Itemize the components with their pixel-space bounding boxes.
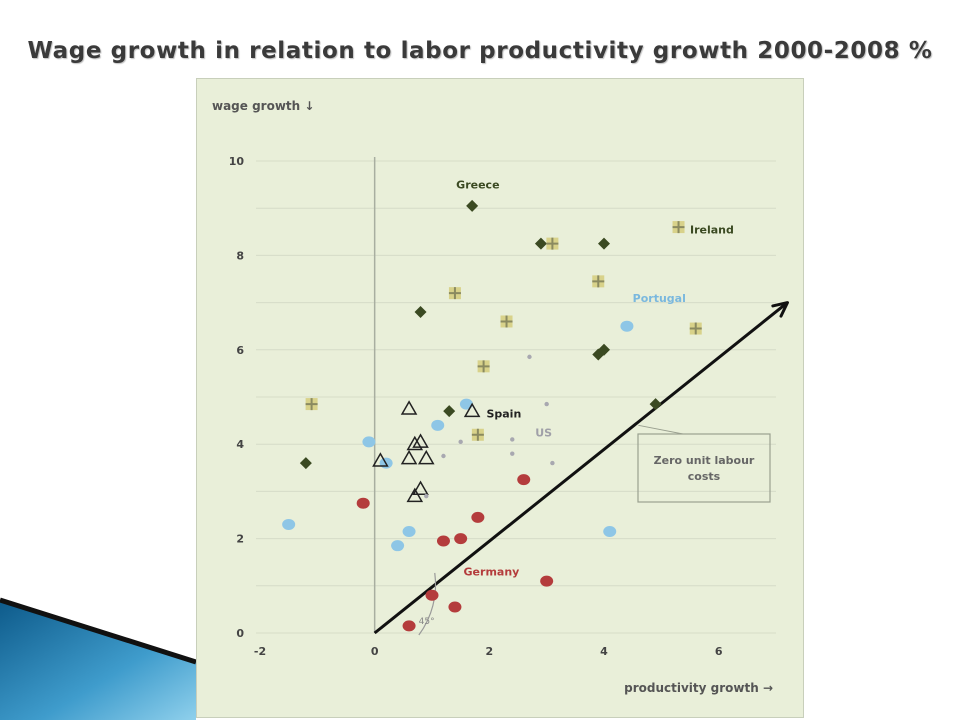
tick-labels: 0 2 4 6 8 10 -2 0 2 4 6 [229, 155, 723, 658]
reference-arrow-head [771, 301, 789, 318]
annotation-box [637, 433, 771, 503]
data-point-circle [517, 474, 531, 486]
y-tick-label: 8 [236, 249, 244, 262]
data-point-dot [527, 354, 532, 360]
data-point-diamond [299, 457, 312, 470]
data-point-plus [471, 428, 484, 441]
y-tick-label: 2 [236, 533, 244, 546]
y-tick-label: 6 [236, 344, 244, 357]
y-tick-label: 4 [236, 438, 244, 451]
series-label-germany: Germany [464, 566, 520, 579]
annotation-text: costs [688, 470, 721, 483]
data-point-circle [540, 575, 554, 587]
x-tick-label: -2 [254, 645, 266, 658]
data-point-circle [402, 526, 416, 538]
slide-title: Wage growth in relation to labor product… [27, 38, 933, 64]
annotation-group: Zero unit labour costs [637, 424, 771, 503]
chart-panel: 0 2 4 6 8 10 -2 0 2 4 6 45° Greece Ireland Portugal S… [195, 77, 805, 719]
data-point-diamond [534, 237, 547, 250]
decorative-blue-wedge [0, 597, 197, 720]
series-greece [299, 199, 662, 470]
data-point-triangle [412, 433, 429, 448]
data-point-triangle [406, 487, 424, 503]
x-tick-label: 0 [371, 645, 379, 658]
data-point-dot [458, 439, 463, 445]
data-point-circle [448, 601, 462, 613]
series-label-portugal: Portugal [633, 292, 686, 305]
data-point-plus [477, 360, 490, 373]
data-point-dot [424, 493, 429, 499]
series-label-greece: Greece [456, 179, 499, 192]
data-point-dot [510, 437, 515, 442]
data-point-circle [454, 533, 468, 545]
chart-background [195, 77, 805, 719]
x-axis-label: productivity growth → [624, 681, 773, 695]
data-point-plus [546, 237, 559, 250]
data-point-diamond [649, 398, 662, 411]
data-point-triangle [400, 400, 418, 415]
data-point-diamond [466, 199, 479, 212]
data-point-circle [620, 320, 634, 332]
series-portugal [282, 320, 634, 552]
data-point-diamond [598, 237, 610, 250]
data-point-circle [459, 398, 473, 410]
series-us [424, 354, 555, 499]
data-point-triangle [463, 402, 481, 418]
angle-label: 45° [419, 617, 435, 627]
data-point-circle [282, 518, 296, 530]
series-label-ireland: Ireland [690, 223, 734, 236]
data-point-triangle [400, 449, 418, 465]
data-points [282, 199, 702, 632]
data-point-circle [425, 589, 439, 601]
series-label-us: US [535, 426, 552, 439]
x-tick-label: 2 [486, 645, 494, 658]
data-point-circle [603, 526, 617, 538]
reference-arrow-line [373, 301, 789, 635]
data-point-diamond [414, 306, 427, 319]
data-point-diamond [443, 405, 456, 418]
data-point-circle [436, 535, 450, 547]
y-tick-label: 10 [229, 155, 245, 168]
data-point-circle [402, 620, 416, 632]
wedge-dark-edge [0, 597, 197, 665]
data-point-dot [441, 453, 446, 459]
data-point-triangle [417, 449, 435, 465]
series-labels: Greece Ireland Portugal Spain US Germany [456, 179, 734, 579]
data-point-circle [356, 497, 370, 509]
data-point-dot [544, 401, 549, 407]
scatter-chart: 0 2 4 6 8 10 -2 0 2 4 6 45° Greece Ireland Portugal S… [195, 77, 805, 719]
series-spain [372, 400, 481, 503]
x-tick-label: 6 [715, 645, 723, 658]
y-tick-label: 0 [236, 627, 244, 640]
data-point-plus [672, 221, 685, 234]
y-axis-label: wage growth ↓ [212, 99, 314, 113]
series-label-spain: Spain [486, 408, 521, 421]
data-point-triangle [406, 435, 424, 451]
data-point-dot [510, 451, 515, 456]
data-point-circle [471, 511, 485, 523]
gridlines [256, 160, 776, 634]
data-point-plus [305, 398, 318, 411]
data-point-circle [431, 419, 445, 431]
data-point-dot [550, 460, 555, 466]
data-point-plus [448, 287, 461, 300]
data-point-triangle [372, 452, 389, 467]
series-germany [356, 474, 554, 632]
wedge-shape [0, 600, 196, 720]
data-point-triangle [412, 480, 429, 496]
annotation-text: Zero unit labour [654, 454, 755, 467]
angle-arc [418, 572, 437, 636]
data-point-plus [500, 315, 513, 328]
data-point-circle [362, 436, 376, 448]
data-point-plus [689, 322, 702, 335]
reference-line-group: 45° [373, 301, 789, 636]
data-point-plus [592, 275, 605, 288]
data-point-diamond [598, 343, 610, 356]
x-tick-label: 4 [600, 645, 608, 658]
series-ireland [305, 221, 702, 441]
data-point-circle [391, 540, 405, 552]
